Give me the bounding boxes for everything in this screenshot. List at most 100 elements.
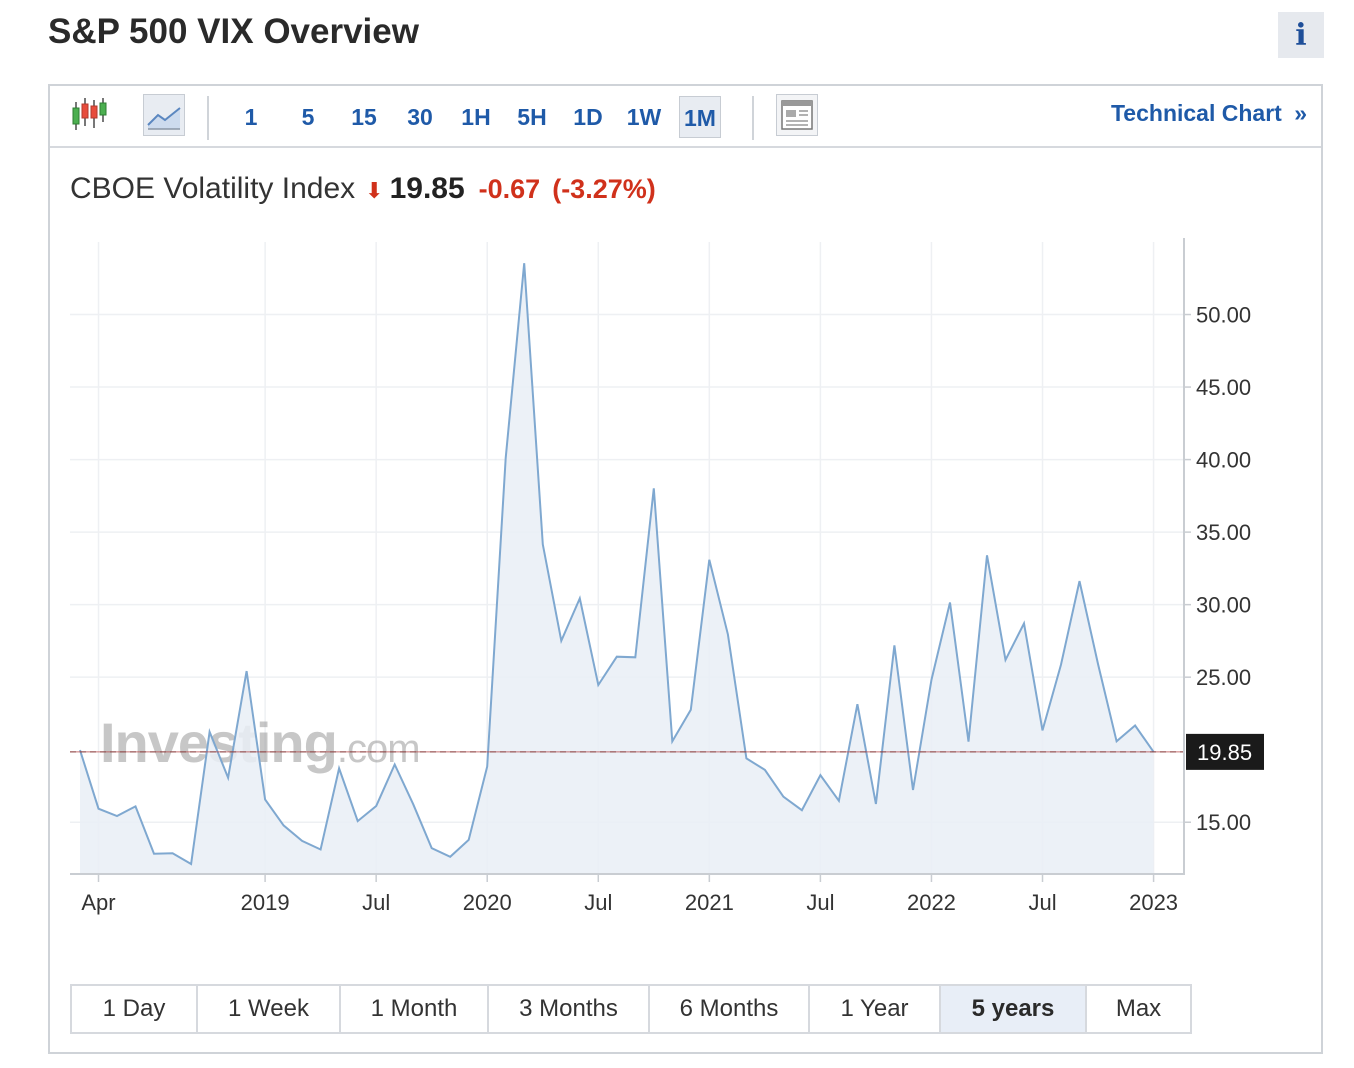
data-point <box>336 765 342 771</box>
y-tick-label: 35.00 <box>1196 520 1251 545</box>
data-point <box>780 794 786 800</box>
x-tick-label: Apr <box>81 890 115 915</box>
y-tick-label: 25.00 <box>1196 665 1251 690</box>
data-point <box>1003 657 1009 663</box>
data-point <box>429 845 435 851</box>
x-tick-label: 2022 <box>907 890 956 915</box>
x-tick-label: Jul <box>584 890 612 915</box>
data-point <box>577 595 583 601</box>
y-tick-label: 45.00 <box>1196 375 1251 400</box>
page-layout-icon-svg <box>781 100 813 130</box>
info-button[interactable]: i <box>1278 12 1324 58</box>
data-point <box>799 807 805 813</box>
last-price-badge <box>1186 733 1264 770</box>
data-point <box>910 787 916 793</box>
data-point <box>725 631 731 637</box>
interval-5[interactable]: 5 <box>301 104 315 130</box>
chart-toolbar: 1 5 15 30 1H 5H 1D 1W 1M Technical Chart » <box>50 86 1321 148</box>
range-max[interactable]: Max <box>1115 995 1162 1022</box>
interval-1h[interactable]: 1H <box>461 104 491 130</box>
area-chart-icon-svg <box>147 107 181 130</box>
data-point <box>632 654 638 660</box>
interval-1m[interactable]: 1M <box>679 96 721 138</box>
data-point <box>1021 620 1027 626</box>
data-point <box>836 798 842 804</box>
x-tick-label: 2020 <box>463 890 512 915</box>
range-6-months[interactable]: 6 Months <box>650 986 810 1032</box>
price-change-percent: (-3.27%) <box>552 174 656 204</box>
instrument-name: CBOE Volatility Index <box>70 172 356 205</box>
data-point <box>262 797 268 803</box>
data-point <box>688 707 694 713</box>
x-tick-label: Jul <box>1028 890 1056 915</box>
double-chevron-right-icon: » <box>1294 100 1307 126</box>
page-title: S&P 500 VIX Overview <box>48 12 419 51</box>
data-point <box>188 861 194 867</box>
interval-1w[interactable]: 1W <box>626 104 662 130</box>
interval-15[interactable]: 15 <box>351 104 377 130</box>
last-price: 19.85 <box>389 172 465 205</box>
data-point <box>1058 662 1064 668</box>
interval-1[interactable]: 1 <box>244 104 258 130</box>
interval-30[interactable]: 30 <box>407 104 433 130</box>
watermark-suffix: .com <box>337 727 420 771</box>
technical-chart-link[interactable]: Technical Chart » <box>1111 100 1307 127</box>
data-point <box>854 701 860 707</box>
data-point <box>706 557 712 563</box>
data-point <box>540 541 546 547</box>
toolbar-separator <box>207 96 209 140</box>
price-chart[interactable]: Investing.com15.0025.0030.0035.0040.0045… <box>50 86 1321 966</box>
data-point <box>373 803 379 809</box>
data-point <box>521 260 527 266</box>
range-selector: 1 Day 1 Week 1 Month 3 Months 6 Months 1 Year… <box>70 984 1192 1034</box>
data-point <box>484 764 490 770</box>
page-layout-icon[interactable] <box>776 94 818 136</box>
data-point <box>225 775 231 781</box>
down-arrow-icon: ⬇ <box>365 178 384 203</box>
data-point <box>929 677 935 683</box>
data-point <box>947 600 953 606</box>
data-point <box>743 755 749 761</box>
range-1-month[interactable]: 1 Month <box>341 986 489 1032</box>
quote-header: CBOE Volatility Index ⬇ 19.85 -0.67 (-3.… <box>70 172 656 206</box>
technical-chart-label: Technical Chart <box>1110 100 1282 126</box>
data-point <box>207 729 213 735</box>
data-point <box>114 813 120 819</box>
data-point <box>984 552 990 558</box>
range-1-day[interactable]: 1 Day <box>72 986 198 1032</box>
candlestick-chart-icon[interactable] <box>68 94 110 136</box>
area-fill <box>80 263 1154 873</box>
interval-1d[interactable]: 1D <box>573 104 603 130</box>
data-point <box>817 772 823 778</box>
data-point <box>466 837 472 843</box>
candlestick-chart-icon-svg <box>72 98 107 130</box>
range-1-year[interactable]: 1 Year <box>810 986 941 1032</box>
data-point <box>614 654 620 660</box>
data-point <box>1114 738 1120 744</box>
x-tick-label: Jul <box>806 890 834 915</box>
area-chart-icon[interactable] <box>143 94 185 136</box>
data-point <box>355 818 361 824</box>
data-point <box>410 801 416 807</box>
data-point <box>299 838 305 844</box>
interval-5h[interactable]: 5H <box>517 104 547 130</box>
data-point <box>96 806 102 812</box>
y-tick-label: 30.00 <box>1196 593 1251 618</box>
data-point <box>873 801 879 807</box>
x-tick-label: 2021 <box>685 890 734 915</box>
range-3-months[interactable]: 3 Months <box>489 986 650 1032</box>
x-tick-label: Jul <box>362 890 390 915</box>
data-point <box>244 668 250 674</box>
range-5-years[interactable]: 5 years <box>941 986 1087 1032</box>
data-point <box>503 455 509 461</box>
range-1-week[interactable]: 1 Week <box>198 986 341 1032</box>
series-line <box>79 263 1155 866</box>
data-point <box>891 642 897 648</box>
x-tick-label: 2023 <box>1129 890 1178 915</box>
chart-widget: 1 5 15 30 1H 5H 1D 1W 1M Technical Chart » CBOE … <box>48 84 1323 1054</box>
data-point <box>669 738 675 744</box>
data-point <box>1132 723 1138 729</box>
toolbar-separator <box>752 96 754 140</box>
data-point <box>1040 727 1046 733</box>
data-point <box>133 803 139 809</box>
